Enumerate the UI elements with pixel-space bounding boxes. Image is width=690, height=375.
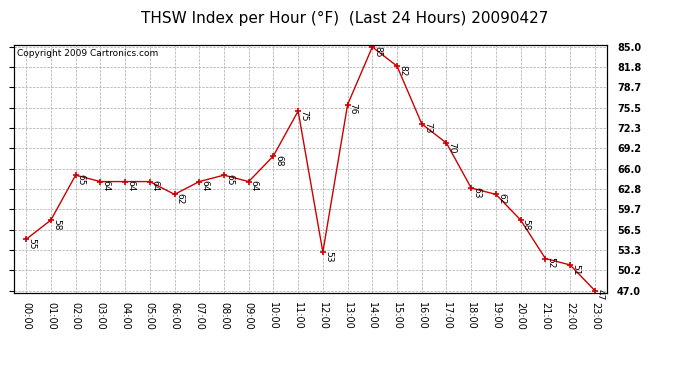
Text: 76: 76: [348, 103, 357, 115]
Text: 70: 70: [448, 142, 457, 153]
Text: 55: 55: [27, 238, 36, 249]
Text: 68: 68: [275, 154, 284, 166]
Text: 65: 65: [77, 174, 86, 185]
Text: 64: 64: [126, 180, 135, 192]
Text: Copyright 2009 Cartronics.com: Copyright 2009 Cartronics.com: [17, 49, 158, 58]
Text: 51: 51: [571, 264, 580, 275]
Text: 62: 62: [497, 193, 506, 204]
Text: 75: 75: [299, 110, 308, 121]
Text: 65: 65: [225, 174, 234, 185]
Text: 52: 52: [546, 257, 555, 268]
Text: 58: 58: [52, 219, 61, 230]
Text: 64: 64: [250, 180, 259, 192]
Text: 53: 53: [324, 251, 333, 262]
Text: 85: 85: [373, 45, 382, 57]
Text: 82: 82: [398, 65, 407, 76]
Text: 62: 62: [175, 193, 184, 204]
Text: 64: 64: [200, 180, 209, 192]
Text: 64: 64: [101, 180, 110, 192]
Text: 63: 63: [472, 187, 481, 198]
Text: 73: 73: [423, 123, 432, 134]
Text: 58: 58: [522, 219, 531, 230]
Text: 47: 47: [596, 289, 605, 301]
Text: 64: 64: [151, 180, 160, 192]
Text: THSW Index per Hour (°F)  (Last 24 Hours) 20090427: THSW Index per Hour (°F) (Last 24 Hours)…: [141, 11, 549, 26]
